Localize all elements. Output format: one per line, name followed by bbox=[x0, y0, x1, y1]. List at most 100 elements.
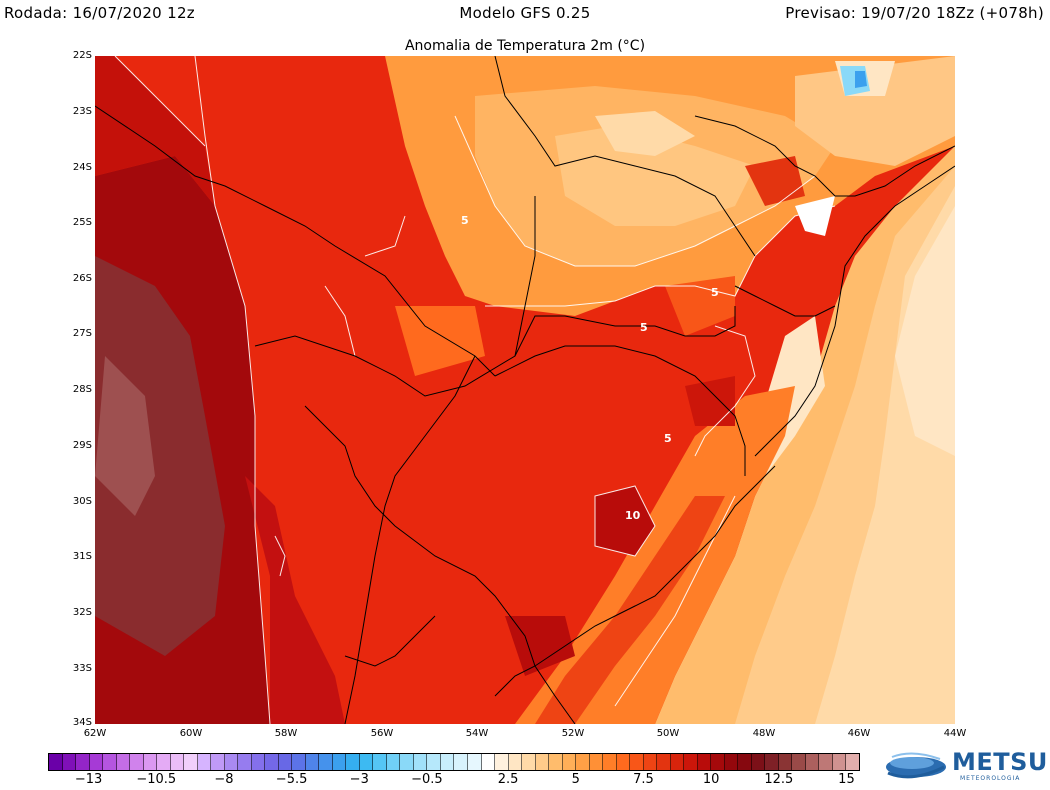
lon-tick-label: 58W bbox=[274, 728, 298, 739]
colorbar-swatch bbox=[346, 754, 360, 770]
model-label: Modelo GFS 0.25 bbox=[459, 4, 591, 22]
colorbar-swatch bbox=[630, 754, 644, 770]
colorbar-swatch bbox=[495, 754, 509, 770]
colorbar-swatch bbox=[116, 754, 131, 770]
colorbar-tick-label: −10.5 bbox=[136, 772, 177, 787]
colorbar-tick-label: −3 bbox=[349, 772, 369, 787]
colorbar-swatch bbox=[603, 754, 617, 770]
colorbar-swatch bbox=[305, 754, 320, 770]
colorbar-swatch bbox=[251, 754, 266, 770]
lat-tick-label: 30S bbox=[72, 496, 92, 507]
colorbar-swatch bbox=[657, 754, 671, 770]
lon-tick-label: 46W bbox=[847, 728, 871, 739]
colorbar-swatch bbox=[792, 754, 806, 770]
colorbar-swatch bbox=[576, 754, 590, 770]
colorbar-swatch bbox=[49, 754, 63, 770]
colorbar-tick-label: 5 bbox=[571, 772, 580, 787]
run-date-label: Rodada: 16/07/2020 12z bbox=[4, 4, 195, 22]
colorbar-swatch bbox=[643, 754, 658, 770]
brand-tagline: METEOROLOGIA bbox=[960, 775, 1021, 782]
colorbar-swatch bbox=[481, 754, 496, 770]
lat-tick-label: 34S bbox=[72, 717, 92, 728]
colorbar-swatch bbox=[535, 754, 550, 770]
colorbar-swatch bbox=[130, 754, 144, 770]
lat-tick-label: 24S bbox=[72, 162, 92, 173]
colorbar-swatch bbox=[89, 754, 104, 770]
contour-label: 5 bbox=[711, 286, 719, 299]
forecast-time-label: Previsao: 19/07/20 18Zz (+078h) bbox=[785, 4, 1044, 22]
colorbar-swatch bbox=[400, 754, 414, 770]
lat-tick-label: 31S bbox=[72, 551, 92, 562]
colorbar-tick-label: 7.5 bbox=[633, 772, 654, 787]
colorbar-swatch bbox=[670, 754, 685, 770]
colorbar-swatch bbox=[684, 754, 698, 770]
colorbar-swatch bbox=[224, 754, 239, 770]
colorbar-swatch bbox=[819, 754, 833, 770]
metsul-logo bbox=[886, 752, 946, 779]
colorbar-swatch bbox=[76, 754, 90, 770]
colorbar-swatch bbox=[265, 754, 279, 770]
colorbar-swatch bbox=[386, 754, 401, 770]
colorbar-swatch bbox=[522, 754, 536, 770]
colorbar-swatch bbox=[184, 754, 198, 770]
lat-tick-label: 33S bbox=[72, 663, 92, 674]
colorbar-swatch bbox=[157, 754, 171, 770]
colorbar-swatch bbox=[103, 754, 117, 770]
colorbar-swatch bbox=[549, 754, 563, 770]
contour-label: 5 bbox=[664, 432, 672, 445]
colorbar-swatch bbox=[711, 754, 725, 770]
lat-tick-label: 22S bbox=[72, 50, 92, 61]
colorbar-tick-label: 2.5 bbox=[497, 772, 519, 787]
colorbar-swatch bbox=[738, 754, 752, 770]
colorbar-swatch bbox=[373, 754, 387, 770]
colorbar-swatch bbox=[846, 754, 859, 770]
colorbar-swatch bbox=[427, 754, 441, 770]
anomaly-map bbox=[95, 56, 955, 724]
colorbar-swatch bbox=[211, 754, 225, 770]
colorbar-tick-label: 12.5 bbox=[764, 772, 794, 787]
lon-tick-label: 60W bbox=[179, 728, 203, 739]
lat-tick-label: 25S bbox=[72, 217, 92, 228]
lon-tick-label: 44W bbox=[943, 728, 967, 739]
lon-tick-label: 50W bbox=[656, 728, 680, 739]
lat-tick-label: 23S bbox=[72, 106, 92, 117]
lon-tick-label: 56W bbox=[370, 728, 394, 739]
lat-tick-label: 26S bbox=[72, 273, 92, 284]
contour-label: 5 bbox=[640, 321, 648, 334]
colorbar-swatch bbox=[278, 754, 293, 770]
colorbar-swatch bbox=[724, 754, 739, 770]
colorbar-tick-label: −8 bbox=[214, 772, 234, 787]
colorbar-swatch bbox=[62, 754, 77, 770]
lon-tick-label: 52W bbox=[561, 728, 585, 739]
colorbar-tick-label: 15 bbox=[838, 772, 855, 787]
colorbar-swatch bbox=[197, 754, 212, 770]
colorbar-swatch bbox=[751, 754, 766, 770]
colorbar-swatch bbox=[238, 754, 252, 770]
lat-tick-label: 32S bbox=[72, 607, 92, 618]
lon-tick-label: 54W bbox=[465, 728, 489, 739]
contour-label: 5 bbox=[461, 214, 469, 227]
colorbar-swatch bbox=[697, 754, 712, 770]
lon-tick-label: 48W bbox=[752, 728, 776, 739]
lat-tick-label: 29S bbox=[72, 440, 92, 451]
colorbar-tick-label: −0.5 bbox=[411, 772, 443, 787]
colorbar-swatch bbox=[562, 754, 577, 770]
colorbar-swatch bbox=[616, 754, 631, 770]
colorbar-swatch bbox=[319, 754, 333, 770]
colorbar-swatch bbox=[440, 754, 455, 770]
colorbar-swatch bbox=[805, 754, 820, 770]
colorbar-swatch bbox=[332, 754, 347, 770]
colorbar-swatch bbox=[413, 754, 428, 770]
lat-tick-label: 27S bbox=[72, 328, 92, 339]
colorbar-swatch bbox=[589, 754, 604, 770]
anomaly-field bbox=[95, 56, 955, 724]
map-title: Anomalia de Temperatura 2m (°C) bbox=[404, 38, 646, 54]
colorbar-swatch bbox=[832, 754, 847, 770]
brand-name: METSUL bbox=[952, 748, 1050, 776]
lat-tick-label: 28S bbox=[72, 384, 92, 395]
colorbar-tick-label: −5.5 bbox=[275, 772, 308, 787]
colorbar-swatch bbox=[292, 754, 306, 770]
colorbar-swatch bbox=[508, 754, 523, 770]
colorbar-swatch bbox=[359, 754, 374, 770]
colorbar-swatch bbox=[778, 754, 793, 770]
